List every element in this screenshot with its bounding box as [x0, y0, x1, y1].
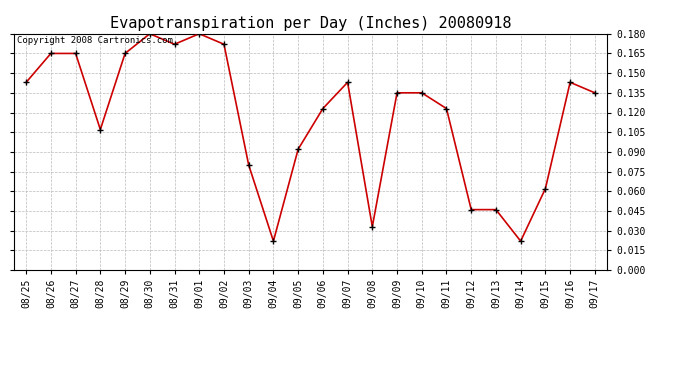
- Title: Evapotranspiration per Day (Inches) 20080918: Evapotranspiration per Day (Inches) 2008…: [110, 16, 511, 31]
- Text: Copyright 2008 Cartronics.com: Copyright 2008 Cartronics.com: [17, 36, 172, 45]
